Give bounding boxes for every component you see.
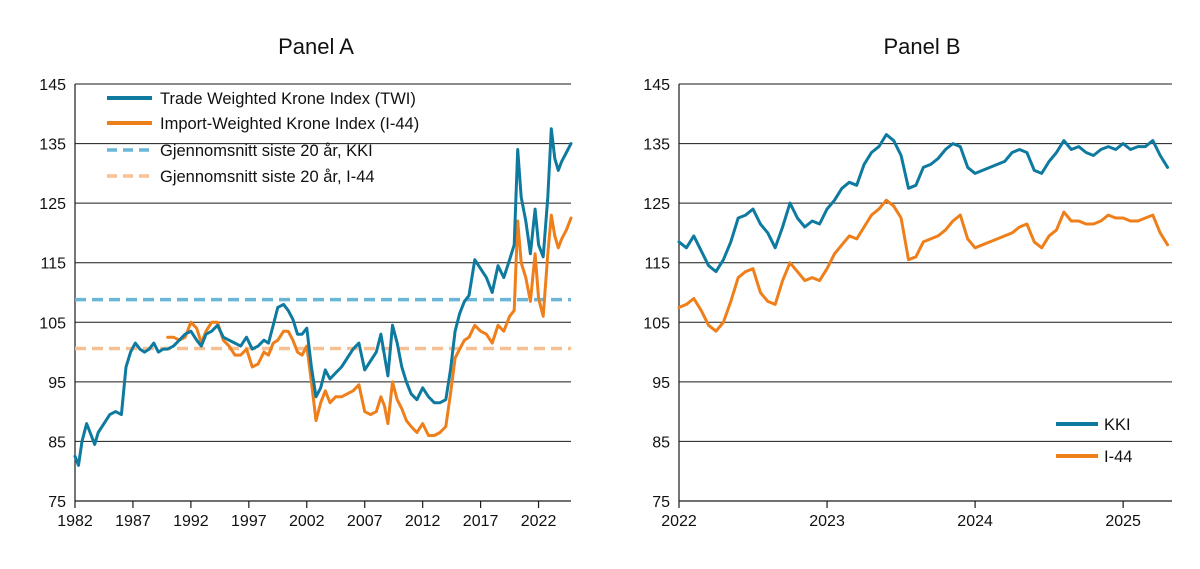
panel-a-i44-line [166, 213, 573, 437]
panel-b-title: Panel B [883, 34, 960, 59]
panel-b-ytick-label: 85 [652, 434, 670, 451]
panel-a-xtick-label: 1987 [115, 513, 151, 530]
panel-a-xtick-label: 1982 [57, 513, 93, 530]
legend-i44-average-label: Gjennomsnitt siste 20 år, I-44 [160, 168, 375, 186]
panel-a-xtick-label: 1997 [231, 513, 267, 530]
panel-b-ytick-label: 105 [643, 315, 670, 332]
panel-b-ytick-label: 135 [643, 137, 670, 154]
panel-b-i44-line [677, 198, 1170, 333]
panel-a-xtick-label: 2022 [521, 513, 557, 530]
panel-a-ytick-label: 105 [39, 315, 66, 332]
panel-a-ytick-label: 125 [39, 196, 66, 213]
panel-a-xtick-label: 2012 [405, 513, 441, 530]
panel-a-ytick-label: 85 [48, 434, 66, 451]
panel-b-legend-i44-label: I-44 [1104, 448, 1132, 466]
legend-kki-average-label: Gjennomsnitt siste 20 år, KKI [160, 142, 373, 160]
panel-a-title: Panel A [278, 34, 354, 59]
panel-b-ytick-label: 75 [652, 494, 670, 511]
panel-a-xtick-label: 2002 [289, 513, 325, 530]
panel-a-xtick-label: 1992 [173, 513, 209, 530]
panel-b-ytick-label: 115 [644, 256, 670, 273]
panel-b-ytick-label: 125 [643, 196, 670, 213]
panel-b-kki-line [677, 133, 1170, 274]
panel-b-xtick-label: 2023 [809, 513, 845, 530]
panel-b-xtick-label: 2024 [957, 513, 993, 530]
panel-b-ytick-label: 95 [652, 375, 670, 392]
panel-b-xtick-label: 2022 [661, 513, 697, 530]
panel-b-legend-kki-label: KKI [1104, 416, 1131, 434]
panel-a-kki-line [73, 127, 573, 467]
legend-i44-label: Import-Weighted Krone Index (I-44) [160, 115, 419, 133]
panel-a-xtick-label: 2017 [463, 513, 499, 530]
panel-a-ytick-label: 95 [48, 375, 66, 392]
panel-a-ytick-label: 135 [39, 137, 66, 154]
panel-b-ytick-label: 145 [643, 77, 670, 94]
legend-kki-label: Trade Weighted Krone Index (TWI) [160, 90, 416, 108]
panel-a-xtick-label: 2007 [347, 513, 383, 530]
panel-b-xtick-label: 2025 [1105, 513, 1141, 530]
panel-a-ytick-label: 145 [39, 77, 66, 94]
panel-a-ytick-label: 75 [48, 494, 66, 511]
panel-a-ytick-label: 115 [40, 256, 66, 273]
